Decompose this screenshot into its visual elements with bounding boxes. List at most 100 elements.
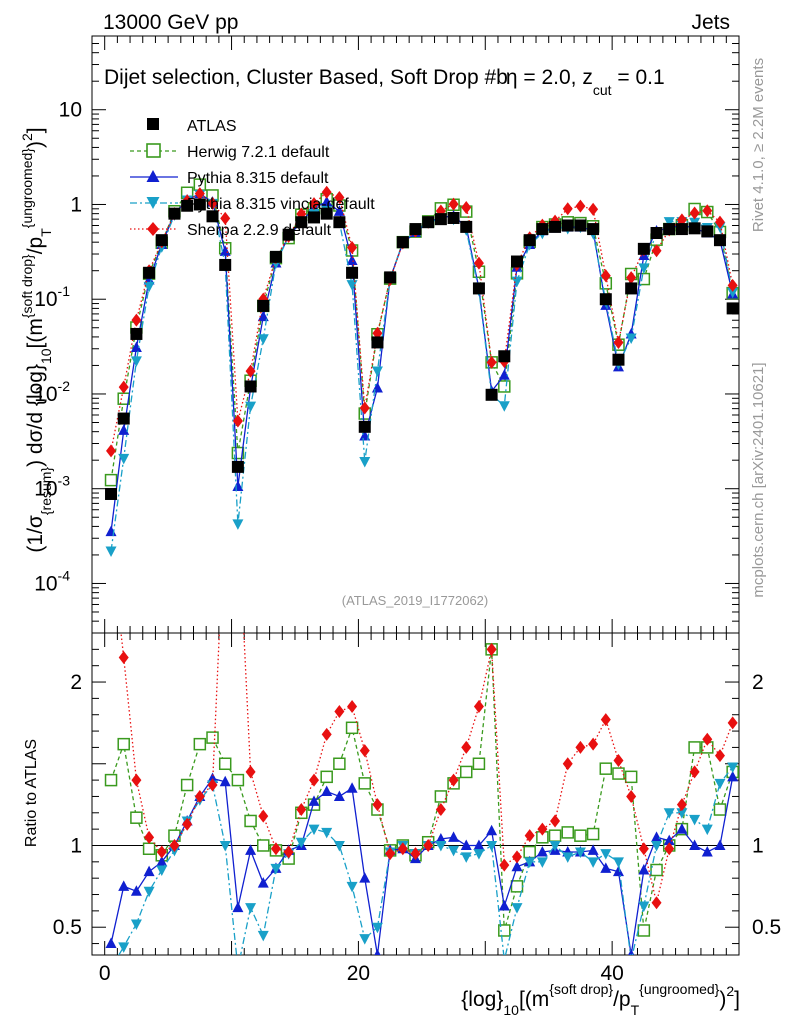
herwig-ratio-point	[257, 839, 270, 852]
pythia-ratio-point	[435, 832, 447, 844]
xlabel-part-f: T	[631, 1002, 640, 1018]
pythia-ratio-point	[676, 823, 688, 834]
vincia-point	[118, 453, 130, 465]
pythia-ratio-point	[511, 860, 523, 872]
pythia-point	[346, 254, 358, 265]
herwig-ratio-point	[142, 842, 156, 856]
pythia-ratio-point	[628, 949, 635, 955]
sherpa-ratio-point	[182, 817, 193, 831]
sherpa-ratio-point	[334, 704, 345, 718]
pythia-point	[130, 341, 142, 352]
y-axis-label-top: (1/σ{resum}) dσ/d {log}10[(m{soft drop}/…	[19, 127, 54, 552]
main-panel-series	[104, 178, 739, 558]
sherpa-ratio-point	[321, 727, 332, 741]
vincia-ratio-point	[143, 886, 155, 898]
pythia-ratio-point	[663, 834, 675, 846]
atlas-point	[574, 219, 587, 232]
pythia-point	[333, 205, 345, 216]
vincia-point	[130, 356, 142, 367]
vincia-ratio-point	[308, 824, 320, 836]
atlas-point	[130, 327, 143, 340]
pythia-ratio-point	[374, 949, 381, 955]
y-tick-base: 10	[59, 99, 82, 122]
sherpa-point	[334, 191, 345, 205]
ratio-plot-frame	[91, 632, 740, 956]
vincia-ratio-point	[333, 840, 345, 852]
sherpa-ratio-point	[727, 716, 738, 730]
sherpa-ratio-point	[372, 798, 383, 812]
herwig-point	[498, 380, 511, 393]
atlas-point	[371, 336, 384, 349]
vincia-point	[143, 281, 155, 293]
legend-vincia-marker	[146, 197, 160, 209]
pythia-ratio-point	[346, 782, 358, 793]
vincia-point	[371, 366, 383, 377]
vincia-point	[625, 333, 637, 344]
y-tick-exp: -3	[58, 473, 71, 489]
sherpa-point	[651, 244, 662, 258]
sherpa-ratio-point	[613, 753, 624, 767]
vincia-ratio-point	[727, 762, 739, 774]
sherpa-point	[220, 211, 231, 225]
x-tick-label: 0	[99, 962, 111, 985]
vincia-ratio-point	[321, 827, 333, 839]
sherpa-ratio-point	[588, 737, 599, 751]
sherpa-point	[207, 196, 218, 210]
herwig-ratio-point	[599, 762, 613, 775]
atlas-point	[231, 460, 244, 473]
sherpa-point	[689, 206, 700, 220]
y-tick-base: 10	[34, 288, 57, 311]
sherpa-ratio-point	[258, 809, 269, 823]
sherpa-ratio-point	[562, 757, 573, 771]
sherpa-ratio-point	[461, 740, 472, 754]
vincia-point	[498, 401, 510, 412]
herwig-ratio-point	[358, 777, 372, 790]
pythia-ratio-point	[612, 865, 624, 877]
sherpa-ratio-point	[156, 845, 167, 859]
sherpa-point	[461, 201, 472, 215]
xlabel-part-b: 10	[503, 1002, 519, 1018]
sherpa-ratio-point	[131, 773, 142, 787]
vincia-ratio-point	[130, 919, 142, 930]
atlas-point	[346, 266, 359, 279]
pythia-ratio-point	[587, 844, 599, 855]
pythia-ratio-point	[486, 824, 498, 836]
pythia-ratio-point	[143, 865, 155, 877]
sherpa-ratio-point	[702, 732, 713, 746]
atlas-point	[536, 223, 549, 236]
sherpa-ratio-point	[664, 842, 675, 856]
vincia-ratio-point	[511, 903, 523, 914]
vincia-ratio-point	[118, 942, 130, 953]
pythia-ratio-point	[638, 864, 650, 875]
sherpa-point	[245, 364, 256, 378]
atlas-point	[117, 412, 130, 425]
pythia-ratio-point	[219, 775, 231, 787]
pythia-ratio-point	[473, 839, 485, 850]
plot-title-cut: cut	[593, 82, 612, 98]
pythia-point	[321, 195, 333, 207]
vincia-ratio-point	[536, 857, 548, 868]
sherpa-ratio-point	[359, 744, 370, 758]
ylabel-part-c: ) dσ/d {log}	[24, 364, 47, 467]
vincia-ratio-point	[346, 881, 358, 893]
herwig-ratio-point	[713, 803, 727, 816]
atlas-point	[308, 211, 321, 224]
pythia-ratio-point	[156, 855, 168, 867]
sherpa-point	[321, 185, 332, 199]
atlas-point	[713, 234, 726, 247]
ylabel-part-h: T	[38, 228, 54, 237]
pythia-ratio-point	[600, 862, 612, 873]
pythia-point	[105, 525, 117, 537]
sherpa-ratio-point	[651, 896, 662, 910]
vincia-ratio-point	[651, 840, 663, 852]
sherpa-point	[232, 414, 243, 428]
sherpa-ratio-point	[245, 765, 256, 779]
atlas-point	[447, 211, 460, 224]
atlas-point	[549, 220, 562, 233]
legend-herwig-label: Herwig 7.2.1 default	[187, 144, 330, 161]
sherpa-ratio-point	[435, 803, 446, 817]
y-tick-label-top: 10	[59, 99, 82, 122]
ylabel-part-a: (1/σ	[24, 515, 47, 553]
xlabel-part-h: )	[719, 988, 726, 1011]
sherpa-ratio-point	[144, 830, 155, 844]
